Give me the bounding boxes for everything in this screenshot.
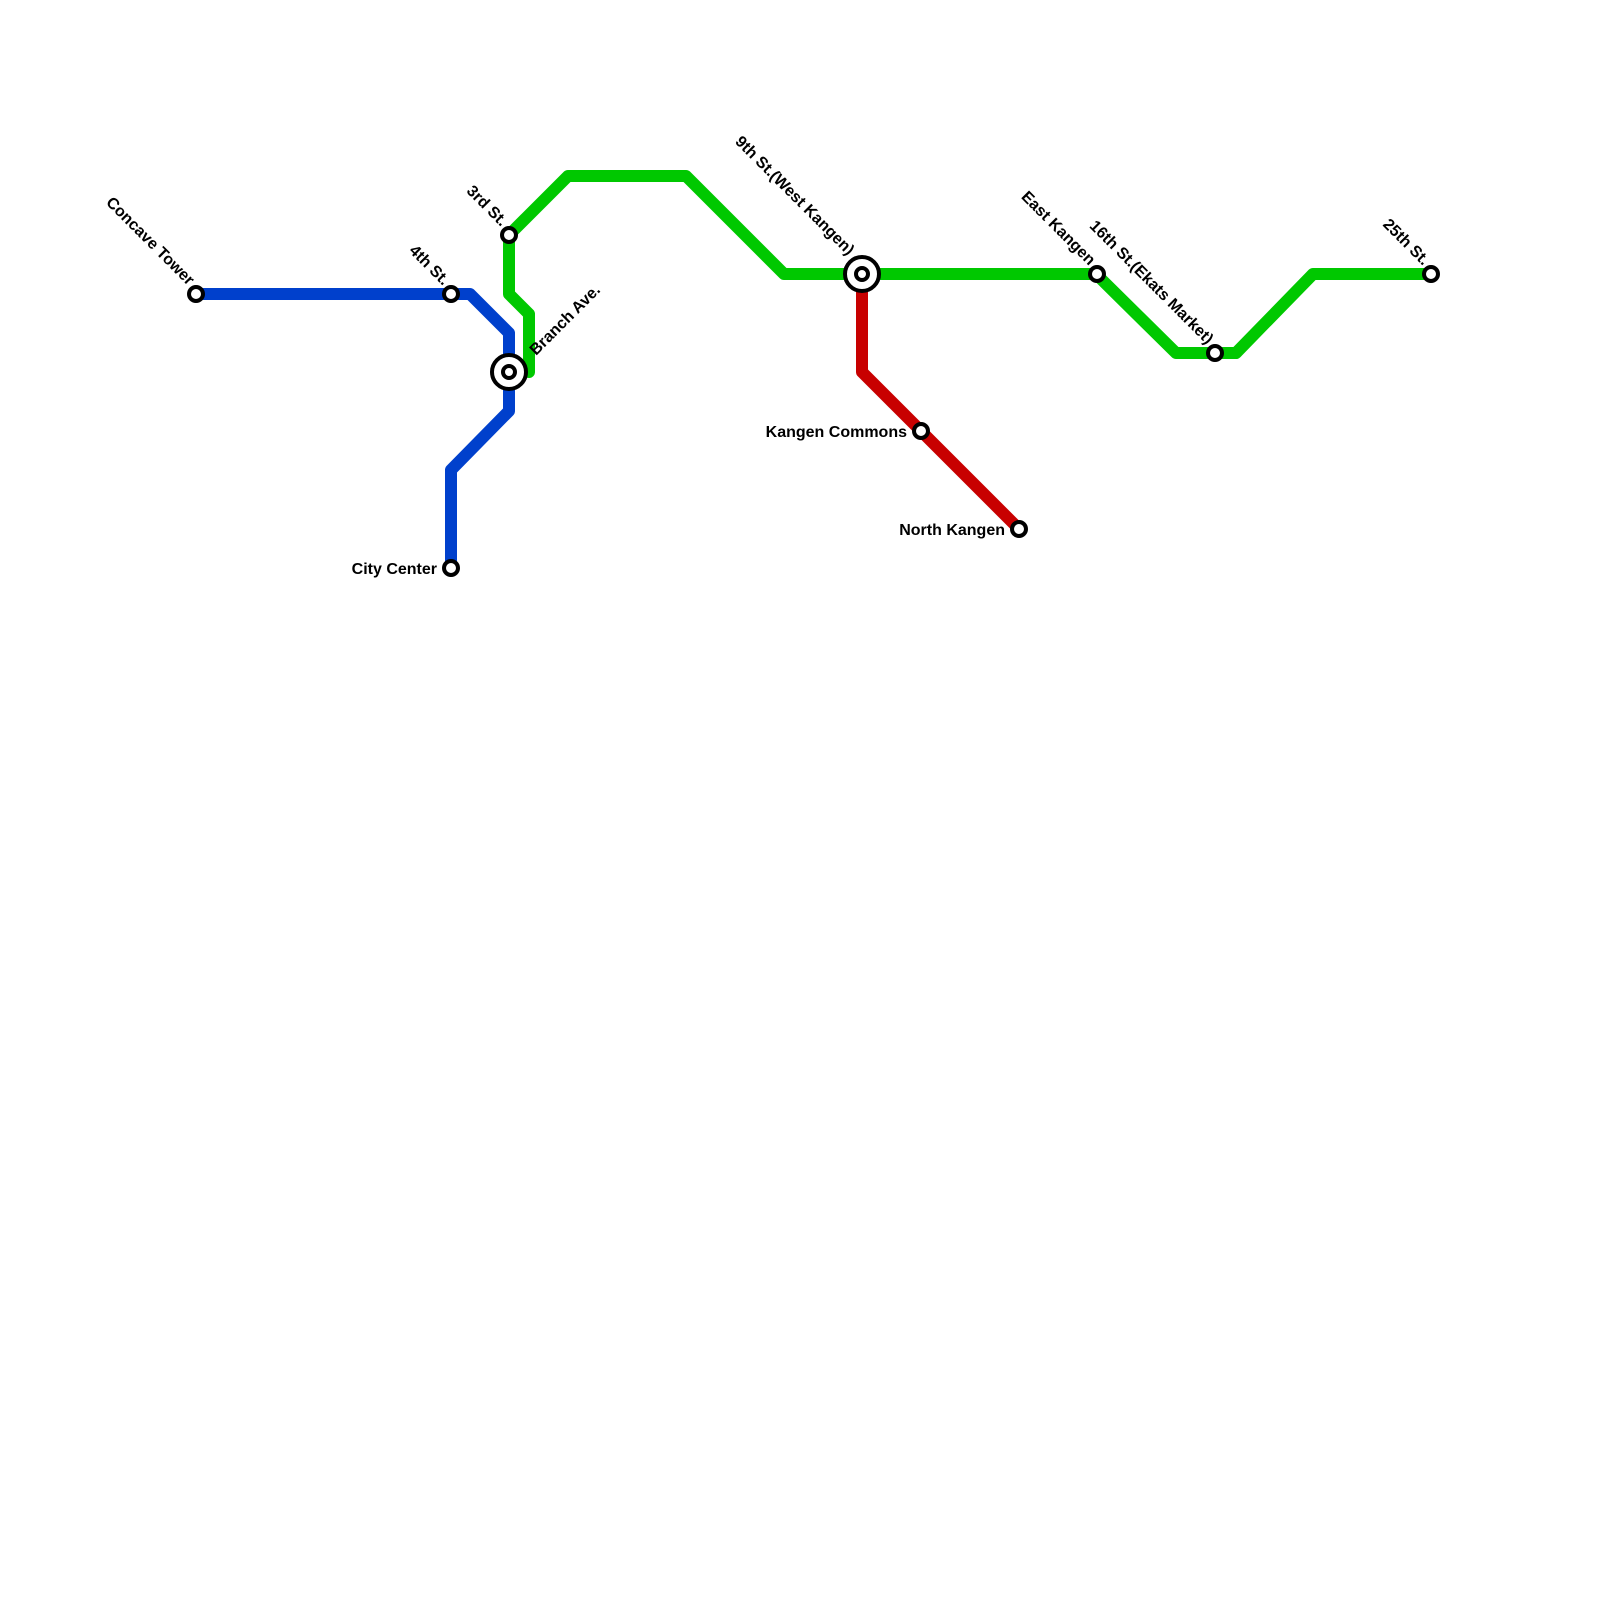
label-branch-ave: Branch Ave. <box>527 282 604 359</box>
interchange-branch-ave[interactable] <box>490 353 528 391</box>
label-25th-st: 25th St. <box>1379 216 1432 269</box>
red-line <box>856 268 1025 535</box>
station-city-center[interactable] <box>442 559 460 577</box>
station-3rd-st[interactable] <box>500 226 518 244</box>
label-4th-st: 4th St. <box>406 242 453 289</box>
blue-line <box>190 288 515 574</box>
label-north-kangen: North Kangen <box>899 522 1005 539</box>
green-line <box>503 170 1437 378</box>
label-city-center: City Center <box>352 561 437 578</box>
label-kangen-commons: Kangen Commons <box>766 424 907 441</box>
label-concave-tower: Concave Tower <box>102 194 197 289</box>
station-16th-st[interactable] <box>1206 344 1224 362</box>
station-4th-st[interactable] <box>442 285 460 303</box>
station-north-kangen[interactable] <box>1010 520 1028 538</box>
station-concave-tower[interactable] <box>187 285 205 303</box>
station-25th-st[interactable] <box>1422 265 1440 283</box>
interchange-9th-st[interactable] <box>843 255 881 293</box>
station-east-kangen[interactable] <box>1088 265 1106 283</box>
station-kangen-commons[interactable] <box>912 422 930 440</box>
label-3rd-st: 3rd St. <box>463 183 510 230</box>
